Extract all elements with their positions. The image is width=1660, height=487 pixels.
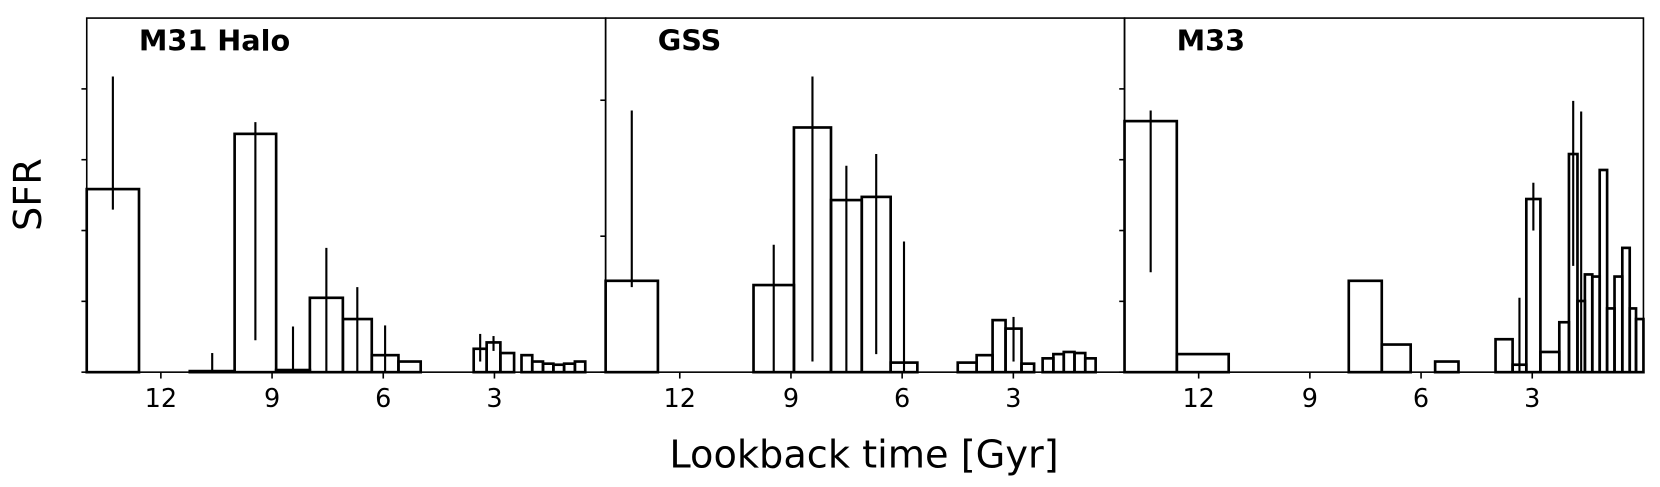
bar <box>604 279 660 374</box>
bar <box>1052 352 1066 374</box>
bar <box>1073 351 1087 374</box>
x-tick-label: 12 <box>1182 384 1214 414</box>
bar <box>1557 320 1571 374</box>
bar <box>573 360 587 374</box>
panel-title: GSS <box>658 24 722 58</box>
x-tick-label: 3 <box>1524 384 1540 414</box>
panel-frame <box>1123 17 1645 373</box>
bar <box>1175 352 1231 374</box>
bar <box>541 362 555 374</box>
bar <box>85 187 141 374</box>
bar <box>1020 362 1036 374</box>
x-tick-label: 3 <box>486 384 502 414</box>
bar <box>1062 350 1076 374</box>
x-tick-label: 12 <box>664 384 696 414</box>
x-axis-label: Lookback time [Gyr] <box>669 433 1058 478</box>
bar <box>397 360 423 374</box>
bar <box>1539 350 1561 374</box>
bar <box>956 361 978 374</box>
bar <box>552 363 566 374</box>
bar <box>1433 360 1460 374</box>
x-tick-label: 12 <box>145 384 177 414</box>
x-tick-label: 6 <box>375 384 391 414</box>
y-axis-label: SFR <box>6 158 51 231</box>
x-tick-label: 6 <box>1413 384 1429 414</box>
bar <box>975 353 994 374</box>
panel-title: M31 Halo <box>139 24 290 58</box>
x-tick-label: 9 <box>1302 384 1318 414</box>
panel-frame <box>604 17 1126 373</box>
bar <box>1041 357 1055 374</box>
x-tick-label: 6 <box>894 384 910 414</box>
bar <box>1634 317 1645 374</box>
bar <box>562 362 577 374</box>
bar <box>1494 337 1514 374</box>
bar <box>530 360 545 374</box>
bar <box>1380 343 1413 374</box>
bar <box>1083 357 1097 374</box>
bar <box>499 351 516 374</box>
x-tick-label: 3 <box>1005 384 1021 414</box>
x-tick-label: 9 <box>264 384 280 414</box>
x-tick-label: 9 <box>783 384 799 414</box>
panel-title: M33 <box>1177 24 1245 58</box>
bar <box>520 353 534 374</box>
bar <box>991 318 1007 374</box>
bar <box>1347 279 1384 374</box>
